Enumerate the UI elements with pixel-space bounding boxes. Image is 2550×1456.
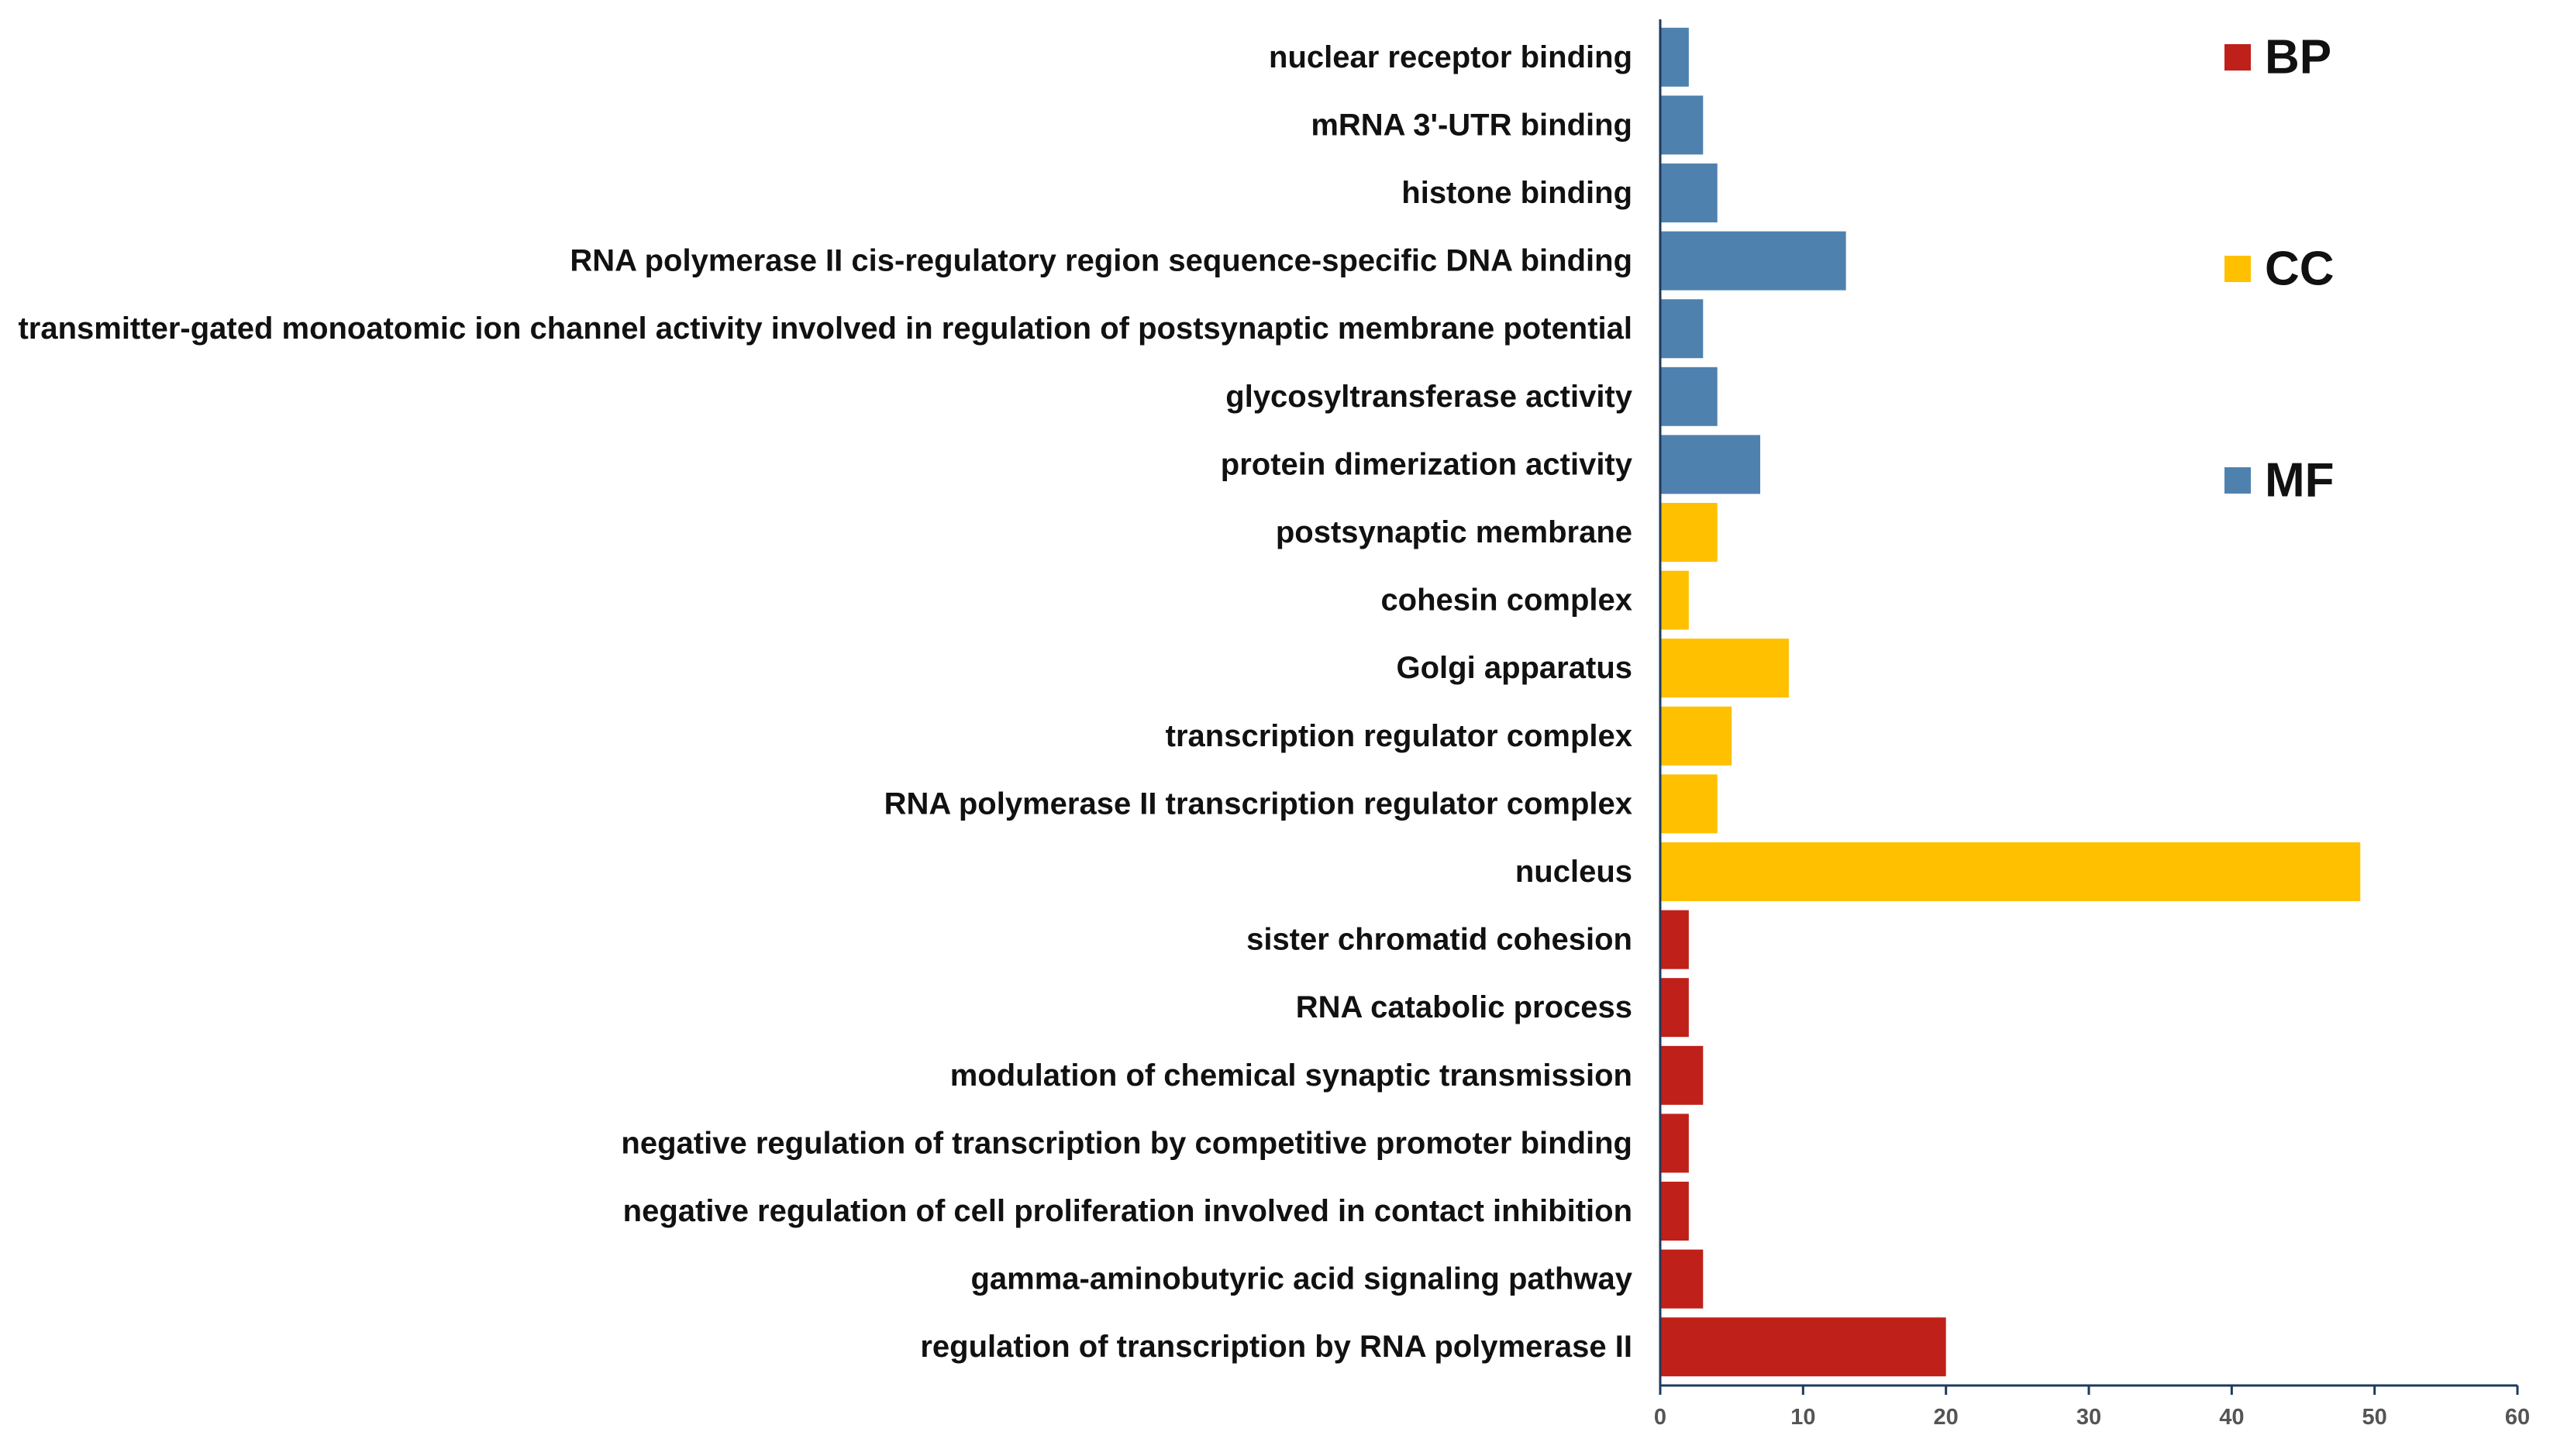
category-label: sister chromatid cohesion xyxy=(1246,923,1632,957)
category-label: nucleus xyxy=(1515,855,1632,889)
x-tick-label: 50 xyxy=(2362,1405,2387,1430)
x-tick-label: 10 xyxy=(1790,1405,1815,1430)
x-tick-label: 20 xyxy=(1934,1405,1959,1430)
category-label: regulation of transcription by RNA polym… xyxy=(920,1330,1632,1364)
category-label: histone binding xyxy=(1401,176,1632,210)
x-tick-label: 0 xyxy=(1654,1405,1666,1430)
category-label: nuclear receptor binding xyxy=(1269,40,1632,74)
bar-bp xyxy=(1660,1249,1704,1309)
category-label: transcription regulator complex xyxy=(1166,719,1632,753)
category-label: RNA catabolic process xyxy=(1296,990,1632,1024)
bar-mf xyxy=(1660,231,1846,291)
axes xyxy=(1659,19,2517,1387)
category-label: postsynaptic membrane xyxy=(1276,515,1632,549)
legend-swatch-mf xyxy=(2224,467,2251,494)
legend-label-mf: MF xyxy=(2265,454,2335,508)
category-label: negative regulation of cell proliferatio… xyxy=(623,1194,1632,1228)
bar-cc xyxy=(1660,842,2361,901)
bar-mf xyxy=(1660,163,1718,222)
category-label: mRNA 3'-UTR binding xyxy=(1311,108,1632,142)
category-label: negative regulation of transcription by … xyxy=(621,1126,1632,1160)
x-tick-label: 40 xyxy=(2219,1405,2244,1430)
bar-cc xyxy=(1660,706,1732,766)
x-tick-label: 60 xyxy=(2505,1405,2530,1430)
x-axis-ticks: 0 10 20 30 40 50 60 xyxy=(1654,1385,2530,1430)
bar-bp xyxy=(1660,978,1689,1038)
category-label: transmitter-gated monoatomic ion channel… xyxy=(18,312,1632,346)
bar-bp xyxy=(1660,910,1689,969)
legend: BP CC MF xyxy=(2224,31,2335,508)
category-label: RNA polymerase II cis-regulatory region … xyxy=(570,244,1632,278)
bar-bp xyxy=(1660,1317,1946,1377)
category-label: Golgi apparatus xyxy=(1397,651,1633,685)
bar-cc xyxy=(1660,774,1718,834)
category-label: modulation of chemical synaptic transmis… xyxy=(950,1058,1632,1093)
category-labels: nuclear receptor binding mRNA 3'-UTR bind… xyxy=(18,40,1632,1364)
bar-mf xyxy=(1660,299,1704,359)
bars-layer xyxy=(1660,27,2361,1377)
x-tick-label: 30 xyxy=(2076,1405,2101,1430)
bar-bp xyxy=(1660,1114,1689,1173)
category-label: RNA polymerase II transcription regulato… xyxy=(884,787,1632,821)
bar-mf xyxy=(1660,27,1689,87)
legend-swatch-bp xyxy=(2224,44,2251,71)
legend-label-cc: CC xyxy=(2265,243,2335,296)
bar-cc xyxy=(1660,639,1789,698)
bar-bp xyxy=(1660,1045,1704,1105)
category-label: gamma-aminobutyric acid signaling pathwa… xyxy=(970,1262,1632,1296)
category-label: glycosyltransferase activity xyxy=(1225,380,1632,414)
category-label: cohesin complex xyxy=(1380,583,1632,618)
bar-cc xyxy=(1660,570,1689,630)
category-label: protein dimerization activity xyxy=(1221,447,1633,481)
bar-cc xyxy=(1660,503,1718,562)
legend-swatch-cc xyxy=(2224,256,2251,282)
bar-bp xyxy=(1660,1182,1689,1241)
bar-mf xyxy=(1660,95,1704,155)
legend-label-bp: BP xyxy=(2265,31,2331,84)
bar-mf xyxy=(1660,435,1761,494)
bar-mf xyxy=(1660,367,1718,426)
